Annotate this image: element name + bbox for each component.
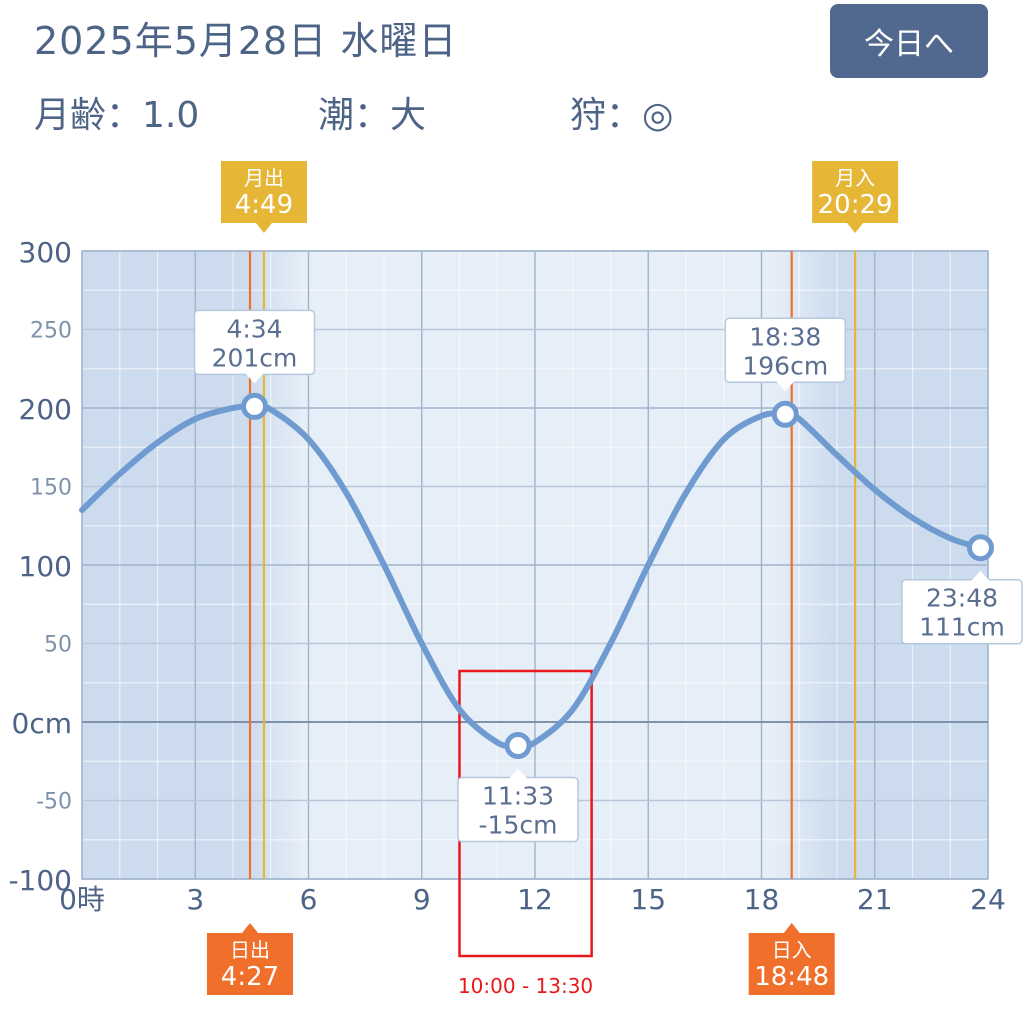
y-tick-label: 0cm — [12, 707, 72, 740]
tide-type: 潮：大 — [318, 95, 427, 136]
extreme-callout-pointer — [509, 768, 528, 779]
y-tick-label: 250 — [30, 319, 72, 344]
extreme-height: 111cm — [919, 613, 1005, 642]
sun-tag-time: 18:48 — [754, 962, 829, 992]
extreme-point — [966, 534, 994, 562]
extreme-time: 11:33 — [482, 782, 554, 811]
sun-tag-label: 日出 — [230, 938, 270, 962]
extreme-time: 18:38 — [749, 322, 821, 351]
sun-tag-time: 4:27 — [221, 962, 279, 992]
moon-tag — [220, 161, 307, 233]
sun-tag — [206, 923, 293, 995]
extreme-time: 23:48 — [926, 584, 998, 613]
x-tick-label: 6 — [300, 883, 318, 916]
moon-age: 月齢：1.0 — [34, 95, 200, 136]
sun-tag — [748, 923, 835, 995]
x-tick-label: 21 — [857, 883, 893, 916]
x-tick-label: 18 — [744, 883, 780, 916]
extreme-height: 196cm — [742, 351, 828, 380]
today-button[interactable]: 今日へ — [830, 4, 988, 78]
x-tick-label: 12 — [517, 883, 553, 916]
moon-tag-label: 月出 — [244, 166, 284, 190]
extreme-point — [504, 732, 532, 760]
extreme-point — [771, 400, 799, 428]
x-tick-label: 15 — [630, 883, 666, 916]
extreme-callout-pointer — [245, 373, 264, 384]
x-tick-label: 9 — [413, 883, 431, 916]
extreme-callout-pointer — [776, 381, 795, 392]
extreme-time: 4:34 — [226, 314, 282, 343]
moon-tag-time: 4:49 — [235, 190, 293, 220]
sun-tag-label: 日入 — [772, 938, 812, 962]
y-tick-label: -100 — [8, 864, 72, 897]
extreme-callout-pointer — [971, 570, 990, 581]
extreme-height: -15cm — [479, 811, 558, 840]
y-tick-label: 150 — [30, 476, 72, 501]
y-tick-label: 200 — [19, 393, 72, 426]
x-tick-label: 0時 — [59, 883, 105, 916]
fishing-index: 狩：◎ — [570, 95, 674, 136]
moon-tag-label: 月入 — [835, 166, 875, 190]
x-tick-label: 24 — [970, 883, 1006, 916]
y-tick-label: 100 — [19, 550, 72, 583]
moon-tag — [812, 161, 899, 233]
x-tick-label: 3 — [186, 883, 204, 916]
extreme-height: 201cm — [212, 343, 298, 372]
date-title: 2025年5月28日 水曜日 — [34, 19, 458, 63]
y-tick-label: 300 — [19, 236, 72, 269]
extreme-callout — [901, 578, 1023, 645]
y-tick-label: 50 — [44, 633, 72, 658]
extreme-point — [241, 392, 269, 420]
highlight-label: 10:00 - 13:30 — [458, 974, 593, 998]
y-tick-label: -50 — [36, 790, 72, 815]
moon-tag-time: 20:29 — [818, 190, 893, 220]
